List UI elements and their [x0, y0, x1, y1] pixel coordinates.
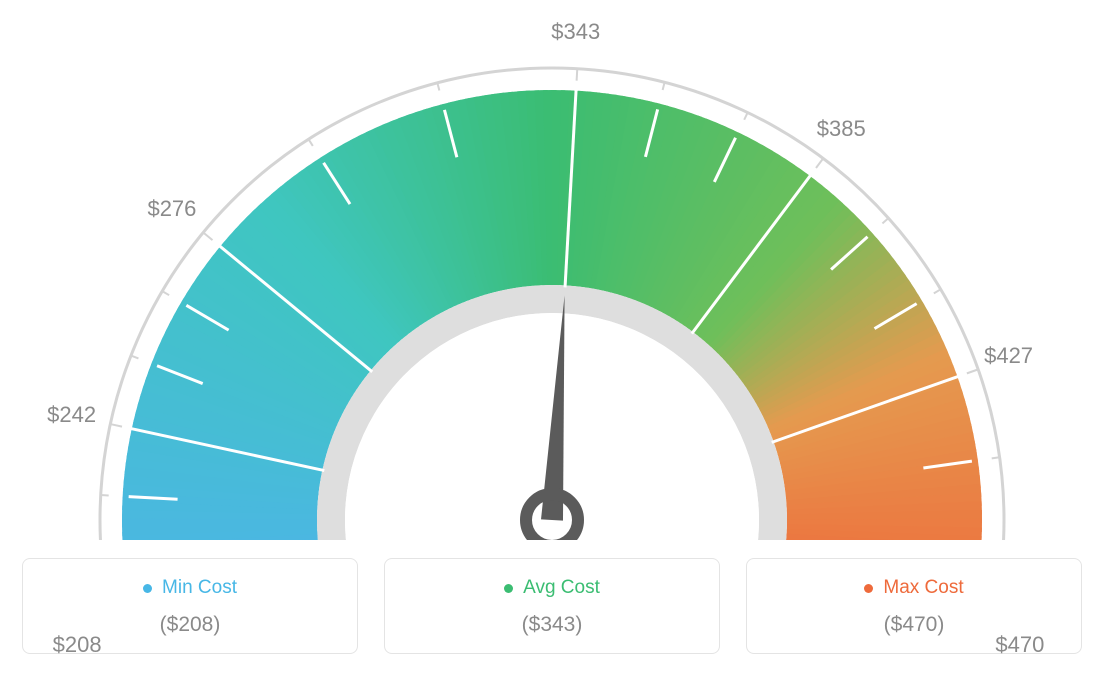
- gauge-tick-label: $208: [53, 632, 102, 658]
- legend-label: Avg Cost: [523, 577, 600, 599]
- gauge-tick-label: $343: [551, 19, 600, 45]
- gauge-tick-label: $427: [984, 343, 1033, 369]
- legend-title: Avg Cost: [504, 577, 600, 599]
- gauge-tick-label: $385: [817, 116, 866, 142]
- legend-row: Min Cost($208)Avg Cost($343)Max Cost($47…: [22, 558, 1082, 654]
- cost-gauge-chart: $208$242$276$343$385$427$470: [22, 20, 1082, 540]
- gauge-tick-label: $276: [147, 196, 196, 222]
- gauge-svg: [22, 20, 1082, 540]
- legend-dot-icon: [143, 584, 152, 593]
- gauge-tick-label: $242: [47, 402, 96, 428]
- legend-label: Max Cost: [883, 577, 963, 599]
- gauge-tick-label: $470: [995, 632, 1044, 658]
- legend-label: Min Cost: [162, 577, 237, 599]
- legend-card: Avg Cost ($343): [384, 558, 720, 654]
- legend-title: Max Cost: [864, 577, 963, 599]
- legend-dot-icon: [864, 584, 873, 593]
- legend-title: Min Cost: [143, 577, 237, 599]
- legend-value: ($343): [395, 613, 709, 637]
- legend-dot-icon: [504, 584, 513, 593]
